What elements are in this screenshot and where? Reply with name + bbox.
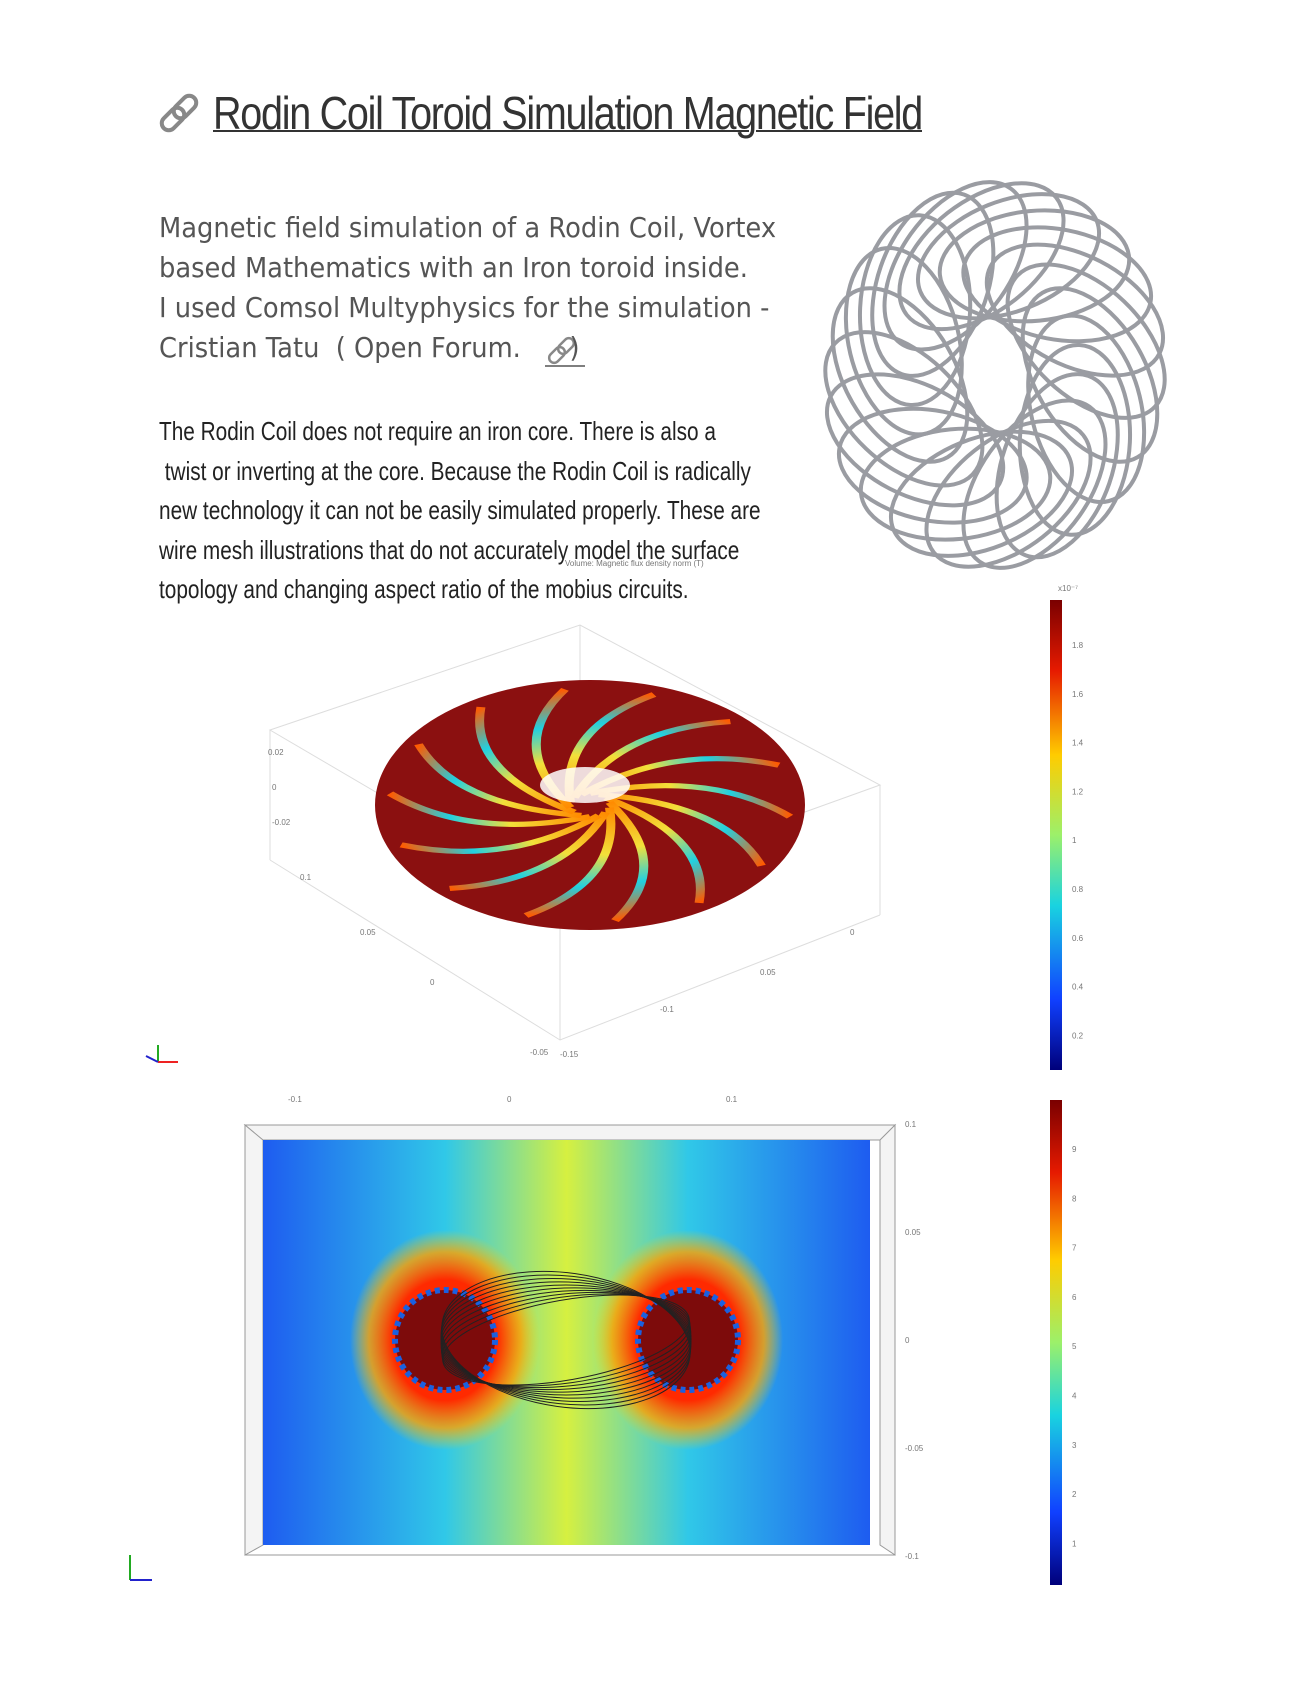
wire-loop [924, 418, 1093, 569]
colorbar-label: 0.2 [1072, 1031, 1084, 1040]
intro-close: ) [569, 331, 580, 364]
colorbar-label: 2 [1072, 1490, 1077, 1499]
axis-label: 0.05 [360, 928, 376, 937]
coil-stripe [399, 813, 602, 854]
colorbar-label: 1.8 [1072, 641, 1084, 650]
coil-stripe [605, 801, 649, 923]
wire-loop [994, 372, 1120, 560]
colorbar-label: 0.6 [1072, 934, 1084, 943]
colorbar-label: 5 [1072, 1342, 1077, 1351]
coil-stripe [475, 706, 577, 815]
axis-label: -0.05 [530, 1048, 549, 1057]
wire-loop [1020, 286, 1160, 464]
intro-line: Cristian Tatu ( Open Forum. ) [159, 331, 580, 364]
colorbar-label: 6 [1072, 1293, 1077, 1302]
body-line: topology and changing aspect ratio of th… [159, 574, 689, 604]
coil-stripe [598, 791, 766, 867]
axis-label: 0.05 [905, 1228, 921, 1237]
axis-label: 0.1 [726, 1095, 738, 1104]
body-line: new technology it can not be easily simu… [159, 495, 761, 525]
axis-label: 0.02 [268, 748, 284, 757]
axis-label: 0 [430, 978, 435, 987]
colorbar-label: 1 [1072, 836, 1077, 845]
wire-loop [897, 181, 1066, 332]
wire-loop [882, 180, 1029, 352]
colorbar-label: 8 [1072, 1194, 1077, 1203]
intro: Magnetic field simulation of a Rodin Coi… [159, 208, 776, 368]
colorbar-label: 7 [1072, 1244, 1077, 1253]
axis-label: 0 [507, 1095, 512, 1104]
body-line: twist or inverting at the core. Because … [159, 455, 751, 486]
body-text: The Rodin Coil does not require an iron … [159, 412, 761, 610]
inline-link-icon [545, 336, 585, 367]
intro-line: based Mathematics with an Iron toroid in… [159, 251, 748, 284]
coil-stripe [603, 795, 705, 904]
colorbar-exponent: x10⁻⁷ [1058, 584, 1078, 593]
simulation-3d-image [268, 624, 882, 1041]
coil-stripe [449, 811, 610, 892]
axis-label: -0.1 [905, 1552, 919, 1561]
axis-label: 0 [905, 1336, 910, 1345]
wire-loop [823, 330, 985, 488]
wire-loop [830, 286, 970, 464]
coil-stripe [523, 807, 616, 918]
wire-loop [857, 213, 973, 408]
wire-loop [961, 398, 1108, 570]
wire-loop [1005, 262, 1167, 420]
axis-label: 0 [272, 783, 277, 792]
axis-label: -0.1 [288, 1095, 302, 1104]
axis-label: 0.05 [760, 968, 776, 977]
body-line: wire mesh illustrations that do not accu… [159, 534, 740, 565]
axis-triad [129, 1045, 178, 1581]
mesh-line [441, 1270, 691, 1410]
page-title[interactable]: Rodin Coil Toroid Simulation Magnetic Fi… [213, 87, 923, 139]
colorbar-label: 9 [1072, 1145, 1077, 1154]
colorbar-label: 3 [1072, 1441, 1077, 1450]
colorbar-label: 1.2 [1072, 787, 1084, 796]
coil-stripe [414, 743, 582, 819]
colorbar-label: 0.4 [1072, 983, 1084, 992]
figure-caption: Volume: Magnetic flux density norm (T) [565, 559, 704, 568]
axis-label: 0.1 [300, 873, 312, 882]
colorbar-label: 1 [1072, 1539, 1077, 1548]
coil-stripe [386, 791, 592, 827]
wire-loop [870, 190, 996, 378]
link-icon [159, 93, 199, 133]
colorbar-2 [1050, 1100, 1062, 1585]
wire-torus-image [823, 180, 1167, 570]
axis-label: -0.02 [272, 818, 291, 827]
colorbar-label: 0.8 [1072, 885, 1084, 894]
mesh-line [442, 1294, 690, 1386]
intro-line: I used Comsol Multyphysics for the simul… [159, 291, 770, 324]
colorbar-label: 1.4 [1072, 739, 1084, 748]
body-line: The Rodin Coil does not require an iron … [159, 416, 716, 446]
colorbar-label: 4 [1072, 1392, 1077, 1401]
axis-label: 0.1 [905, 1120, 917, 1129]
axis-label: -0.05 [905, 1444, 924, 1453]
axis-label: 0 [850, 928, 855, 937]
colorbar-1 [1050, 600, 1062, 1070]
intro-line: Magnetic field simulation of a Rodin Coi… [159, 211, 777, 244]
colorbar-label: 1.6 [1072, 690, 1084, 699]
simulation-2d-image [243, 1123, 897, 1556]
axis-label: -0.15 [560, 1050, 579, 1059]
axis-label: -0.1 [660, 1005, 674, 1014]
wire-loop [1017, 342, 1133, 537]
